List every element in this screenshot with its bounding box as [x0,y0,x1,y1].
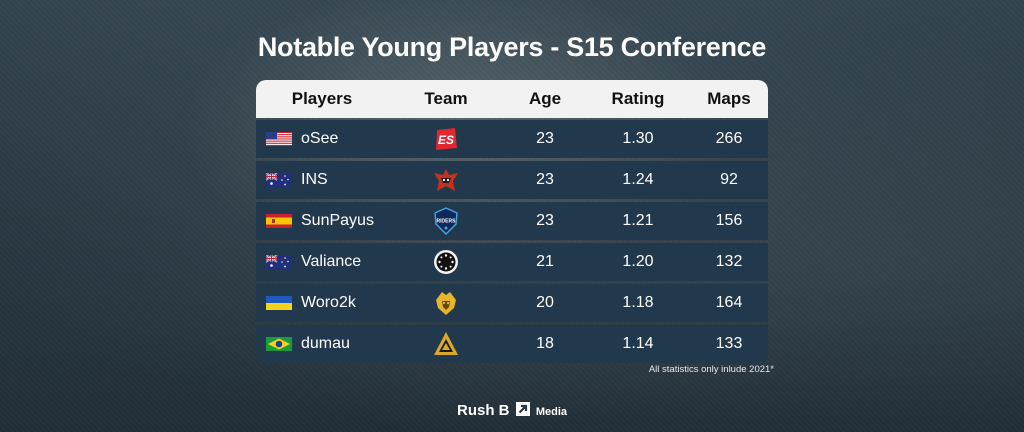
table-row: INS 23 1.24 92 [256,161,768,199]
age-value: 20 [536,294,554,311]
renegades-logo [434,169,458,191]
stats-table: Players Team Age Rating Maps [256,80,768,363]
imperial-logo [434,332,458,355]
arrow-up-right-icon [515,402,530,416]
rating-value: 1.21 [622,212,654,229]
age-value: 23 [536,171,554,188]
maps-value: 164 [715,294,743,311]
us-flag-icon [266,132,292,146]
player-name: oSee [301,130,339,147]
table-row: Woro2k 20 1.18 164 [256,284,768,322]
table-row: SunPayus RIDERS 23 1.21 156 [256,202,768,240]
table-body: oSee ES 23 1.30 266 [256,120,768,363]
table-row: dumau 18 1.14 133 [256,325,768,363]
brand-logo: Rush B Media [0,402,1024,419]
ence-logo [434,250,458,274]
age-value: 21 [536,253,554,270]
rating-value: 1.30 [622,130,654,147]
au-flag-icon [266,255,292,269]
footnote: All statistics only inlude 2021* [648,364,774,375]
brand-suffix: Media [535,406,568,418]
au-flag-icon [266,173,292,187]
maps-value: 132 [715,253,743,270]
age-value: 23 [536,130,554,147]
ua-flag-icon [266,296,292,310]
br-flag-icon [266,337,292,351]
header-age: Age [528,89,562,108]
age-value: 23 [536,212,554,229]
player-name: INS [301,171,328,188]
maps-value: 266 [715,130,743,147]
mad-lions-logo [436,292,456,315]
age-value: 18 [536,335,554,352]
rating-value: 1.14 [622,335,654,352]
player-name: Woro2k [301,294,356,311]
extra-salt-logo: ES [436,128,457,150]
header-maps: Maps [707,89,751,108]
header-players: Players [291,89,353,108]
player-name: dumau [301,335,350,352]
player-name: Valiance [301,253,362,270]
player-name: SunPayus [301,212,374,229]
maps-value: 92 [720,171,738,188]
rating-value: 1.24 [622,171,654,188]
svg-text:ES: ES [438,133,454,147]
header-team: Team [424,89,468,108]
maps-value: 156 [715,212,743,229]
table-row: Valiance 21 1.20 132 [256,243,768,281]
movistar-riders-logo: RIDERS [434,207,458,235]
maps-value: 133 [715,335,743,352]
page-title: Notable Young Players - S15 Conference [257,32,767,62]
table-header: Players Team Age Rating Maps [256,80,768,118]
es-flag-icon [266,214,292,228]
header-rating: Rating [611,89,665,108]
brand-name: Rush B [456,402,510,419]
table-row: oSee ES 23 1.30 266 [256,120,768,158]
rating-value: 1.18 [622,294,654,311]
svg-text:RIDERS: RIDERS [437,218,457,224]
rating-value: 1.20 [622,253,654,270]
